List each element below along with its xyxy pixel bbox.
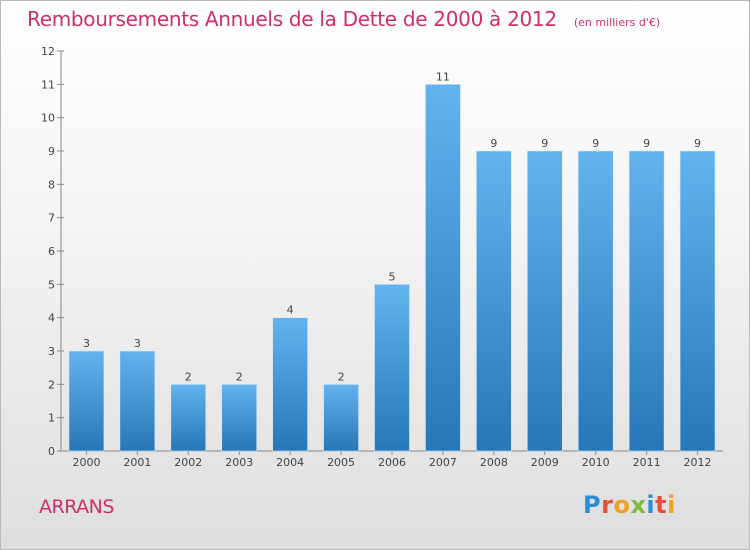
- bar-value-label: 9: [592, 137, 599, 150]
- bar-value-label: 9: [694, 137, 701, 150]
- y-tick-label: 8: [48, 178, 55, 191]
- y-tick-label: 3: [48, 345, 55, 358]
- chart-unit: (en milliers d'€): [573, 16, 661, 29]
- labels: 3 3 2 2 4 2 5 11 9 9 9 9 9: [83, 70, 701, 383]
- x-tick-label: 2006: [378, 456, 406, 469]
- bar: [170, 384, 207, 452]
- bars: [68, 84, 716, 452]
- bar-value-label: 3: [83, 337, 90, 350]
- x-tick-label: 2011: [633, 456, 661, 469]
- bar-value-label: 9: [490, 137, 497, 150]
- bar: [374, 284, 410, 452]
- x-tick-label: 2009: [531, 456, 559, 469]
- bar-value-label: 3: [134, 337, 141, 350]
- bar-value-label: 11: [436, 70, 450, 83]
- bar: [577, 150, 614, 452]
- commune-name: ARRANS: [39, 496, 114, 518]
- y-tick-label: 5: [48, 278, 55, 291]
- bar-value-label: 4: [287, 304, 294, 317]
- bar-value-label: 2: [236, 370, 243, 383]
- bar-value-label: 2: [185, 370, 192, 383]
- bar: [628, 150, 665, 452]
- y-tick-label: 9: [48, 145, 55, 158]
- x-tick-label: 2007: [429, 456, 457, 469]
- y-tick-label: 12: [41, 45, 55, 58]
- x-tick-label: 2010: [582, 456, 610, 469]
- x-tick-label: 2005: [327, 456, 355, 469]
- y-tick-label: 1: [48, 412, 55, 425]
- bar: [526, 150, 563, 452]
- bar: [272, 317, 308, 452]
- bar-value-label: 2: [338, 370, 345, 383]
- bar: [68, 350, 105, 452]
- y-tick-label: 0: [48, 445, 55, 458]
- y-tick-label: 7: [48, 212, 55, 225]
- x-tick-label: 2012: [684, 456, 712, 469]
- bar-value-label: 5: [389, 270, 396, 283]
- x-tick-label: 2002: [174, 456, 202, 469]
- bar: [119, 350, 156, 452]
- x-tick-label: 2003: [225, 456, 253, 469]
- bar: [476, 150, 512, 452]
- bar: [425, 84, 461, 452]
- x-tick-label: 2001: [123, 456, 151, 469]
- y-tick-label: 2: [48, 378, 55, 391]
- x-tick-label: 2000: [72, 456, 100, 469]
- x-tick-label: 2008: [480, 456, 508, 469]
- y-tick-label: 6: [48, 245, 55, 258]
- bar-value-label: 9: [643, 137, 650, 150]
- y-tick-label: 11: [41, 78, 55, 91]
- proxiti-logo: Proxiti: [583, 491, 676, 519]
- bar: [323, 384, 359, 452]
- chart-title-row: Remboursements Annuels de la Dette de 20…: [27, 7, 660, 31]
- chart-title: Remboursements Annuels de la Dette de 20…: [27, 7, 557, 31]
- y-tick-label: 4: [48, 312, 55, 325]
- bar-value-label: 9: [541, 137, 548, 150]
- x-tick-label: 2004: [276, 456, 304, 469]
- y-tick-label: 10: [41, 112, 55, 125]
- bar: [221, 384, 258, 452]
- bar: [679, 150, 716, 452]
